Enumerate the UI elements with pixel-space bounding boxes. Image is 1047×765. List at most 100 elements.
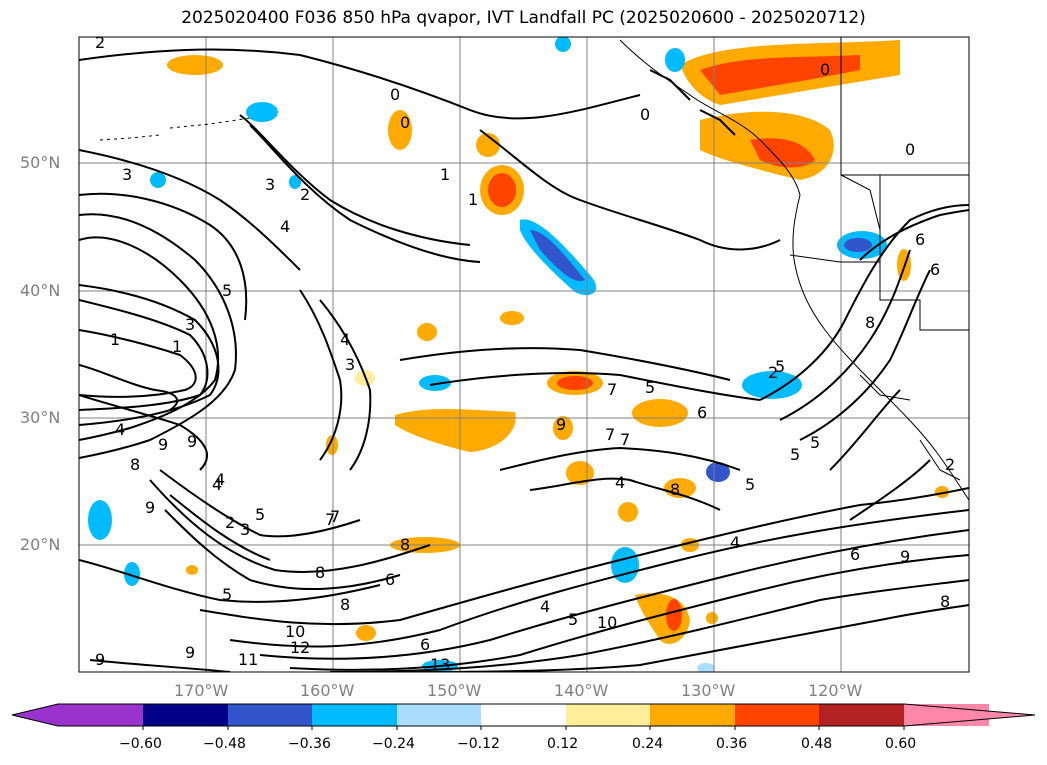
shade-negative bbox=[697, 663, 715, 672]
shade-positive bbox=[417, 323, 437, 341]
shade-negative bbox=[124, 562, 140, 586]
shade-negative bbox=[555, 37, 571, 52]
shade-positive bbox=[388, 110, 412, 150]
contour-label: 8 bbox=[400, 535, 410, 554]
shade-positive bbox=[553, 416, 573, 440]
contour-label: 11 bbox=[238, 650, 258, 669]
colorbar-segment bbox=[735, 704, 819, 726]
contour-label: 5 bbox=[222, 585, 232, 604]
contour-label: 13 bbox=[430, 655, 450, 674]
colorbar-segment bbox=[143, 704, 228, 726]
contour-label: 8 bbox=[940, 592, 950, 611]
contour-label: 8 bbox=[315, 563, 325, 582]
graticule bbox=[79, 37, 969, 672]
colorbar-segment bbox=[312, 704, 397, 726]
shade-negative bbox=[246, 102, 278, 122]
colorbar-tick-label: −0.60 bbox=[119, 736, 162, 752]
contour-label: 7 bbox=[325, 510, 335, 529]
shade-negative bbox=[530, 230, 585, 282]
shade-positive bbox=[750, 138, 815, 168]
shade-positive bbox=[488, 173, 516, 207]
shade-positive bbox=[706, 612, 718, 624]
colorbar-segment bbox=[397, 704, 481, 726]
contour-label: 6 bbox=[850, 545, 860, 564]
contour-label: 6 bbox=[697, 403, 707, 422]
contour-label: 4 bbox=[615, 473, 625, 492]
contour-label: 0 bbox=[640, 105, 650, 124]
lat-label-50n: 50°N bbox=[20, 153, 61, 172]
contour-label: 3 bbox=[122, 165, 132, 184]
shade-positive bbox=[186, 565, 198, 575]
contour-layer bbox=[79, 48, 969, 672]
contour-label: 2 bbox=[95, 33, 105, 52]
contour-label: 9 bbox=[95, 650, 105, 669]
contour-label: 10 bbox=[285, 622, 305, 641]
shade-negative bbox=[289, 175, 301, 189]
colorbar-segment bbox=[228, 704, 312, 726]
contour-label: 3 bbox=[185, 315, 195, 334]
shade-negative bbox=[150, 172, 166, 188]
lat-label-30n: 30°N bbox=[20, 408, 61, 427]
colorbar-segment bbox=[819, 704, 904, 726]
lon-label-170w: 170°W bbox=[174, 681, 229, 700]
contour-label: 3 bbox=[265, 175, 275, 194]
colorbar-segment bbox=[566, 704, 650, 726]
contour-label: 2 bbox=[945, 455, 955, 474]
colorbar-tick-label: 0.60 bbox=[885, 736, 917, 752]
contour-label: 8 bbox=[130, 455, 140, 474]
colorbar-outline bbox=[11, 703, 1036, 727]
contour-label: 4 bbox=[540, 597, 550, 616]
contour-label: 5 bbox=[745, 475, 755, 494]
shade-positive bbox=[618, 502, 638, 522]
contour-label: 10 bbox=[597, 613, 617, 632]
colorbar bbox=[11, 703, 1036, 730]
contour-label: 5 bbox=[568, 610, 578, 629]
shade-negative bbox=[88, 500, 112, 540]
contour-label: 6 bbox=[385, 570, 395, 589]
contour-label: 9 bbox=[187, 432, 197, 451]
contour-label: 5 bbox=[255, 505, 265, 524]
contour-label: 8 bbox=[865, 313, 875, 332]
colorbar-tick-label: 0.12 bbox=[547, 736, 579, 752]
contour-label: 1 bbox=[440, 165, 450, 184]
colorbar-segment bbox=[481, 704, 566, 726]
contour-label: 5 bbox=[645, 378, 655, 397]
coastline bbox=[99, 37, 969, 501]
shade-negative bbox=[419, 375, 451, 391]
colorbar-extend-min bbox=[12, 704, 58, 726]
shade-positive bbox=[167, 55, 223, 75]
colorbar-segment bbox=[58, 704, 143, 726]
lon-label-150w: 150°W bbox=[427, 681, 482, 700]
contour-label: 5 bbox=[222, 281, 232, 300]
contour-label: 0 bbox=[905, 140, 915, 159]
contour-label: 1 bbox=[172, 337, 182, 356]
contour-label: 4 bbox=[115, 420, 125, 439]
map-frame bbox=[78, 36, 970, 673]
contour-label: 0 bbox=[390, 85, 400, 104]
contour-label: 8 bbox=[340, 595, 350, 614]
colorbar-tick-label: 0.36 bbox=[716, 736, 748, 752]
contour-label: 4 bbox=[212, 475, 222, 494]
contour-label: 1 bbox=[468, 190, 478, 209]
contour-label: 3 bbox=[240, 520, 250, 539]
shade-positive bbox=[395, 408, 516, 452]
colorbar-tick-label: −0.24 bbox=[372, 736, 415, 752]
contour-label: 12 bbox=[290, 638, 310, 657]
shade-positive bbox=[666, 599, 682, 631]
colorbar-tick-label: 0.24 bbox=[632, 736, 664, 752]
lat-label-20n: 20°N bbox=[20, 535, 61, 554]
contour-label: 5 bbox=[810, 433, 820, 452]
contour-label: 0 bbox=[400, 113, 410, 132]
shade-negative bbox=[665, 48, 685, 72]
shade-negative bbox=[742, 371, 802, 399]
shade-positive bbox=[326, 435, 338, 455]
contour-label: 9 bbox=[145, 498, 155, 517]
shade-positive bbox=[500, 311, 524, 325]
contour-label: 1 bbox=[110, 330, 120, 349]
lon-label-130w: 130°W bbox=[681, 681, 736, 700]
map-title: 2025020400 F036 850 hPa qvapor, IVT Land… bbox=[181, 8, 866, 28]
contour-label: 3 bbox=[345, 355, 355, 374]
contour-label: 2 bbox=[768, 363, 778, 382]
